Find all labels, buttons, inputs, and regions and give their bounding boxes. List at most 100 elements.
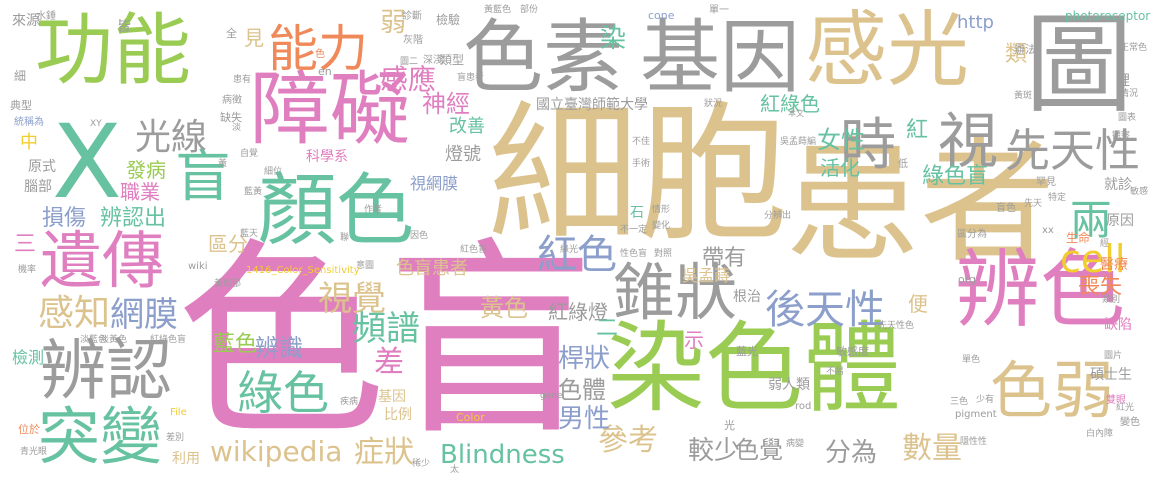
word: 石 bbox=[630, 205, 644, 221]
word: 淡 bbox=[232, 123, 242, 133]
word: 頻譜 bbox=[352, 309, 420, 349]
word: 不易 bbox=[826, 367, 845, 377]
word: 改善 bbox=[449, 116, 485, 137]
word: 視網膜 bbox=[410, 174, 459, 193]
word: Blindness bbox=[440, 440, 565, 470]
word: 圖二 bbox=[400, 57, 419, 67]
word: 情況 bbox=[1120, 89, 1139, 99]
word: 紅綠色 bbox=[760, 92, 820, 116]
word: org bbox=[958, 273, 977, 286]
word: 視覺 bbox=[318, 279, 386, 319]
word: 分為 bbox=[825, 438, 878, 468]
word: 隱性性 bbox=[960, 437, 988, 447]
word: 紅色 bbox=[537, 232, 617, 278]
word: File bbox=[170, 407, 187, 418]
word: 活化 bbox=[820, 156, 860, 180]
word: 光線 bbox=[135, 117, 208, 158]
word: 先天性色 bbox=[878, 321, 915, 331]
word: 燈號 bbox=[445, 144, 481, 165]
word: 差別 bbox=[166, 433, 185, 443]
word: 腦部 bbox=[24, 179, 52, 195]
word: 較少 bbox=[688, 436, 741, 466]
word: 參考 bbox=[598, 423, 658, 458]
word: 本文 bbox=[788, 109, 804, 118]
word: 性色盲 bbox=[620, 249, 648, 259]
word: 原式 bbox=[28, 159, 56, 175]
word: 二 bbox=[596, 316, 619, 341]
word: 後天性 bbox=[765, 287, 885, 333]
word: 罕見 bbox=[1036, 177, 1056, 188]
word: 綠色盲 bbox=[922, 164, 989, 189]
word: wiki bbox=[188, 261, 208, 272]
word: 色覺 bbox=[735, 436, 783, 464]
word: 盲色 bbox=[996, 203, 1016, 214]
word: 喪失 bbox=[1078, 274, 1123, 299]
word: Color bbox=[456, 411, 485, 424]
word: 特定 bbox=[1048, 193, 1067, 203]
word: 辨識 bbox=[255, 334, 303, 362]
word: 典型 bbox=[10, 99, 32, 112]
word: X bbox=[52, 103, 122, 222]
word: 藍天 bbox=[240, 229, 259, 239]
word: 缺失 bbox=[220, 111, 242, 124]
word: 不佳 bbox=[632, 137, 651, 147]
word: 類型 bbox=[440, 53, 465, 67]
word: 遺傳 bbox=[40, 224, 165, 297]
word: 辦法 bbox=[1014, 43, 1036, 56]
word: 雙眼 bbox=[1106, 395, 1126, 406]
word: 情形 bbox=[652, 205, 671, 215]
word: 生命 bbox=[1066, 231, 1091, 245]
word: 吳孟蒔編 bbox=[780, 137, 817, 147]
word: 水錘 bbox=[36, 11, 56, 22]
word: 不一定 bbox=[620, 225, 648, 235]
word: 少有 bbox=[976, 395, 995, 405]
word: 藍色 bbox=[213, 332, 258, 357]
word: 藍光 bbox=[736, 345, 758, 358]
word: 圖 bbox=[1025, 3, 1134, 128]
word: 錐狀 bbox=[613, 256, 738, 329]
word: 先天性 bbox=[1005, 124, 1141, 177]
word: 正常色 bbox=[1120, 43, 1148, 53]
word: 感知 bbox=[38, 293, 111, 334]
word: 檢驗 bbox=[436, 13, 461, 27]
word: 觀察 bbox=[1112, 131, 1131, 141]
word: 疾病 bbox=[340, 397, 359, 407]
word: en bbox=[318, 65, 332, 78]
word: xx bbox=[1042, 225, 1054, 236]
word: cell bbox=[1060, 237, 1126, 281]
word: 功能 bbox=[35, 6, 192, 96]
word: 光 bbox=[724, 419, 735, 432]
word: 作者 bbox=[364, 205, 383, 215]
word: 類 bbox=[1005, 42, 1028, 67]
word: 紅色盲 bbox=[460, 245, 488, 255]
word: 細 bbox=[14, 69, 27, 83]
word: 感應 bbox=[380, 63, 437, 96]
word: 青光眼 bbox=[20, 447, 48, 457]
word: 視 bbox=[938, 107, 998, 177]
word: 黃斑 bbox=[1014, 91, 1033, 101]
word: 示 bbox=[684, 328, 704, 352]
word: 機率 bbox=[18, 265, 37, 275]
word: pigment bbox=[955, 409, 997, 420]
word: 數量 bbox=[902, 431, 962, 466]
word: 病變 bbox=[786, 439, 805, 449]
word: 單色 bbox=[962, 355, 981, 365]
word: wikipedia bbox=[210, 435, 343, 468]
word: 辨認 bbox=[40, 332, 172, 409]
word: 黃 bbox=[218, 159, 228, 169]
word: 色盲 bbox=[176, 220, 597, 465]
word: 突變 bbox=[38, 400, 163, 473]
word: gene bbox=[540, 391, 563, 401]
word: 區分 bbox=[208, 232, 248, 256]
word: 比例 bbox=[384, 407, 412, 423]
word: 分辨出 bbox=[764, 211, 792, 221]
word: XY bbox=[90, 119, 102, 129]
word: 圖表 bbox=[1118, 113, 1137, 123]
word: 診斷 bbox=[402, 11, 422, 22]
word: 原因 bbox=[1106, 213, 1134, 229]
word: 症狀 bbox=[354, 435, 414, 470]
word: rod bbox=[795, 401, 812, 412]
word: 色體 bbox=[558, 376, 606, 404]
word: 裡 bbox=[1116, 73, 1130, 89]
word: cone bbox=[648, 9, 675, 22]
